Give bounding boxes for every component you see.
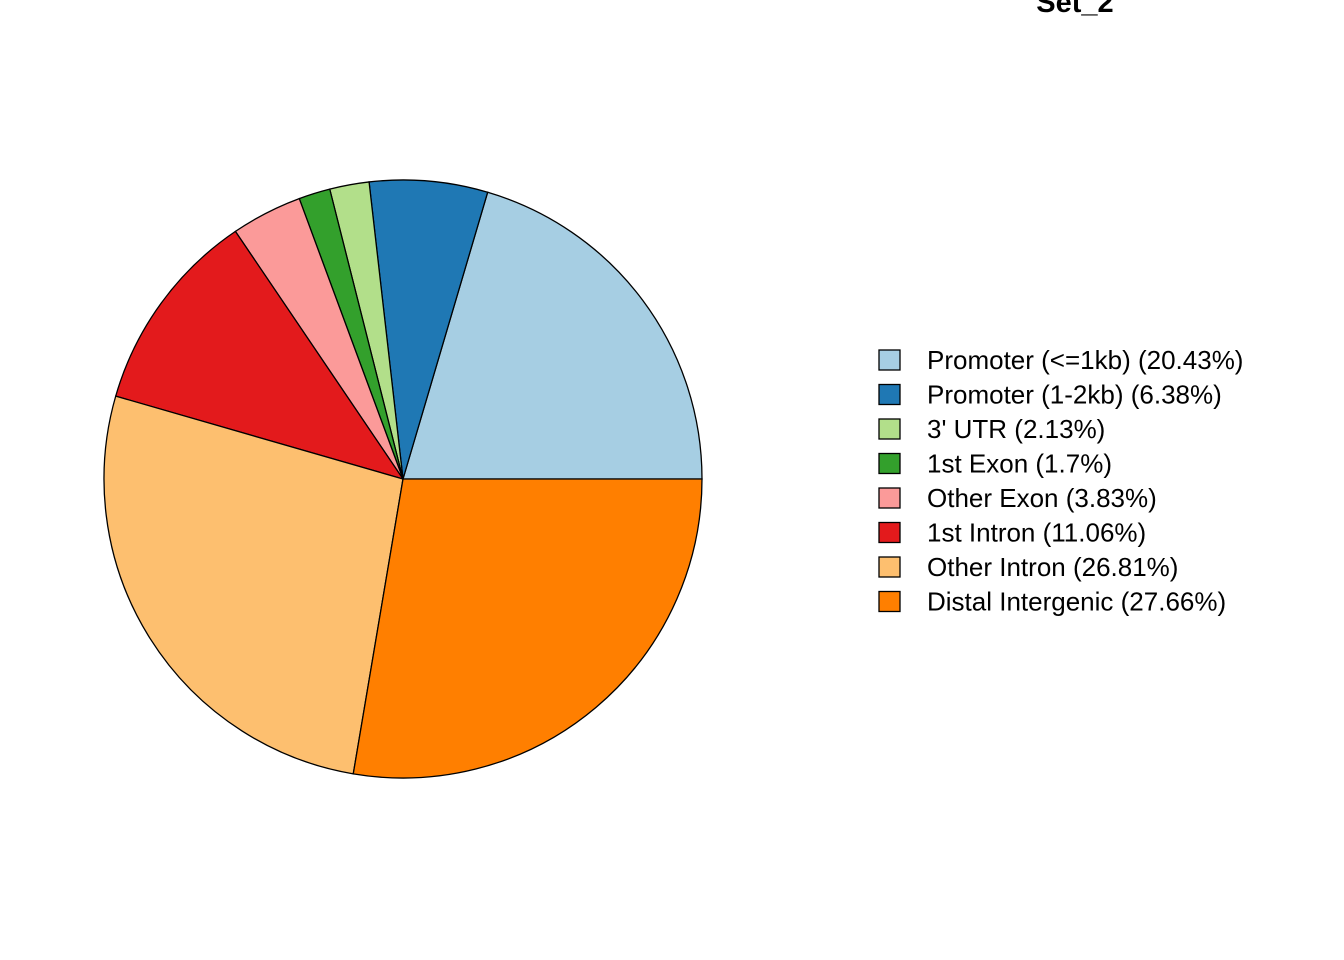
legend-swatch [878,590,901,613]
legend-swatch [878,383,901,406]
legend-swatch [878,418,901,440]
pie-slice [114,230,405,481]
pie-slice [402,191,703,480]
legend-label: 1st Intron (11.06%) [927,518,1146,548]
legend-label: 3' UTR (2.13%) [927,414,1105,444]
pie-slice [352,478,703,779]
pie-slice [368,179,489,480]
legend-label: Promoter (<=1kb) (20.43%) [927,345,1243,375]
chart-title: Set_2 [1036,0,1113,19]
legend-label: 1st Exon (1.7%) [927,449,1112,479]
legend-swatch [878,349,901,371]
legend-swatch [878,556,901,578]
pie-slice [103,395,404,775]
legend-label: Other Intron (26.81%) [927,552,1178,582]
legend-swatch [878,487,901,509]
legend-label: Other Exon (3.83%) [927,483,1157,513]
legend-label: Promoter (1-2kb) (6.38%) [927,380,1222,410]
legend-swatch [878,521,901,544]
legend-swatch [878,452,901,475]
legend-label: Distal Intergenic (27.66%) [927,587,1226,617]
